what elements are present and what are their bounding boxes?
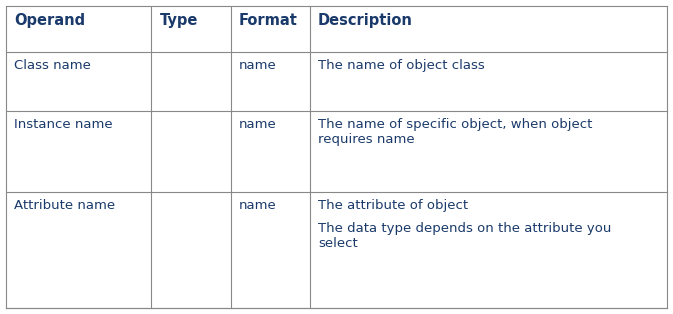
Text: name: name — [239, 59, 277, 73]
Text: Attribute name: Attribute name — [14, 199, 115, 212]
Bar — [151, 111, 231, 192]
Bar — [6, 111, 151, 192]
Bar — [231, 6, 310, 52]
Text: Format: Format — [239, 13, 297, 28]
Bar — [310, 6, 667, 52]
Bar — [231, 192, 310, 308]
Bar — [310, 192, 667, 308]
Bar — [6, 192, 151, 308]
Text: The data type depends on the attribute you
select: The data type depends on the attribute y… — [318, 222, 612, 250]
Text: The attribute of object: The attribute of object — [318, 199, 468, 212]
Text: Operand: Operand — [14, 13, 85, 28]
Bar — [6, 52, 151, 111]
Bar — [151, 6, 231, 52]
Bar — [6, 6, 151, 52]
Text: name: name — [239, 199, 277, 212]
Text: name: name — [239, 117, 277, 131]
Bar — [151, 52, 231, 111]
Text: The name of specific object, when object
requires name: The name of specific object, when object… — [318, 117, 592, 145]
Bar — [151, 192, 231, 308]
Text: Instance name: Instance name — [14, 117, 112, 131]
Bar — [310, 52, 667, 111]
Bar — [231, 52, 310, 111]
Text: Class name: Class name — [14, 59, 91, 73]
Bar — [310, 111, 667, 192]
Text: The name of object class: The name of object class — [318, 59, 485, 73]
Text: Description: Description — [318, 13, 413, 28]
Text: Type: Type — [160, 13, 198, 28]
Bar — [231, 111, 310, 192]
